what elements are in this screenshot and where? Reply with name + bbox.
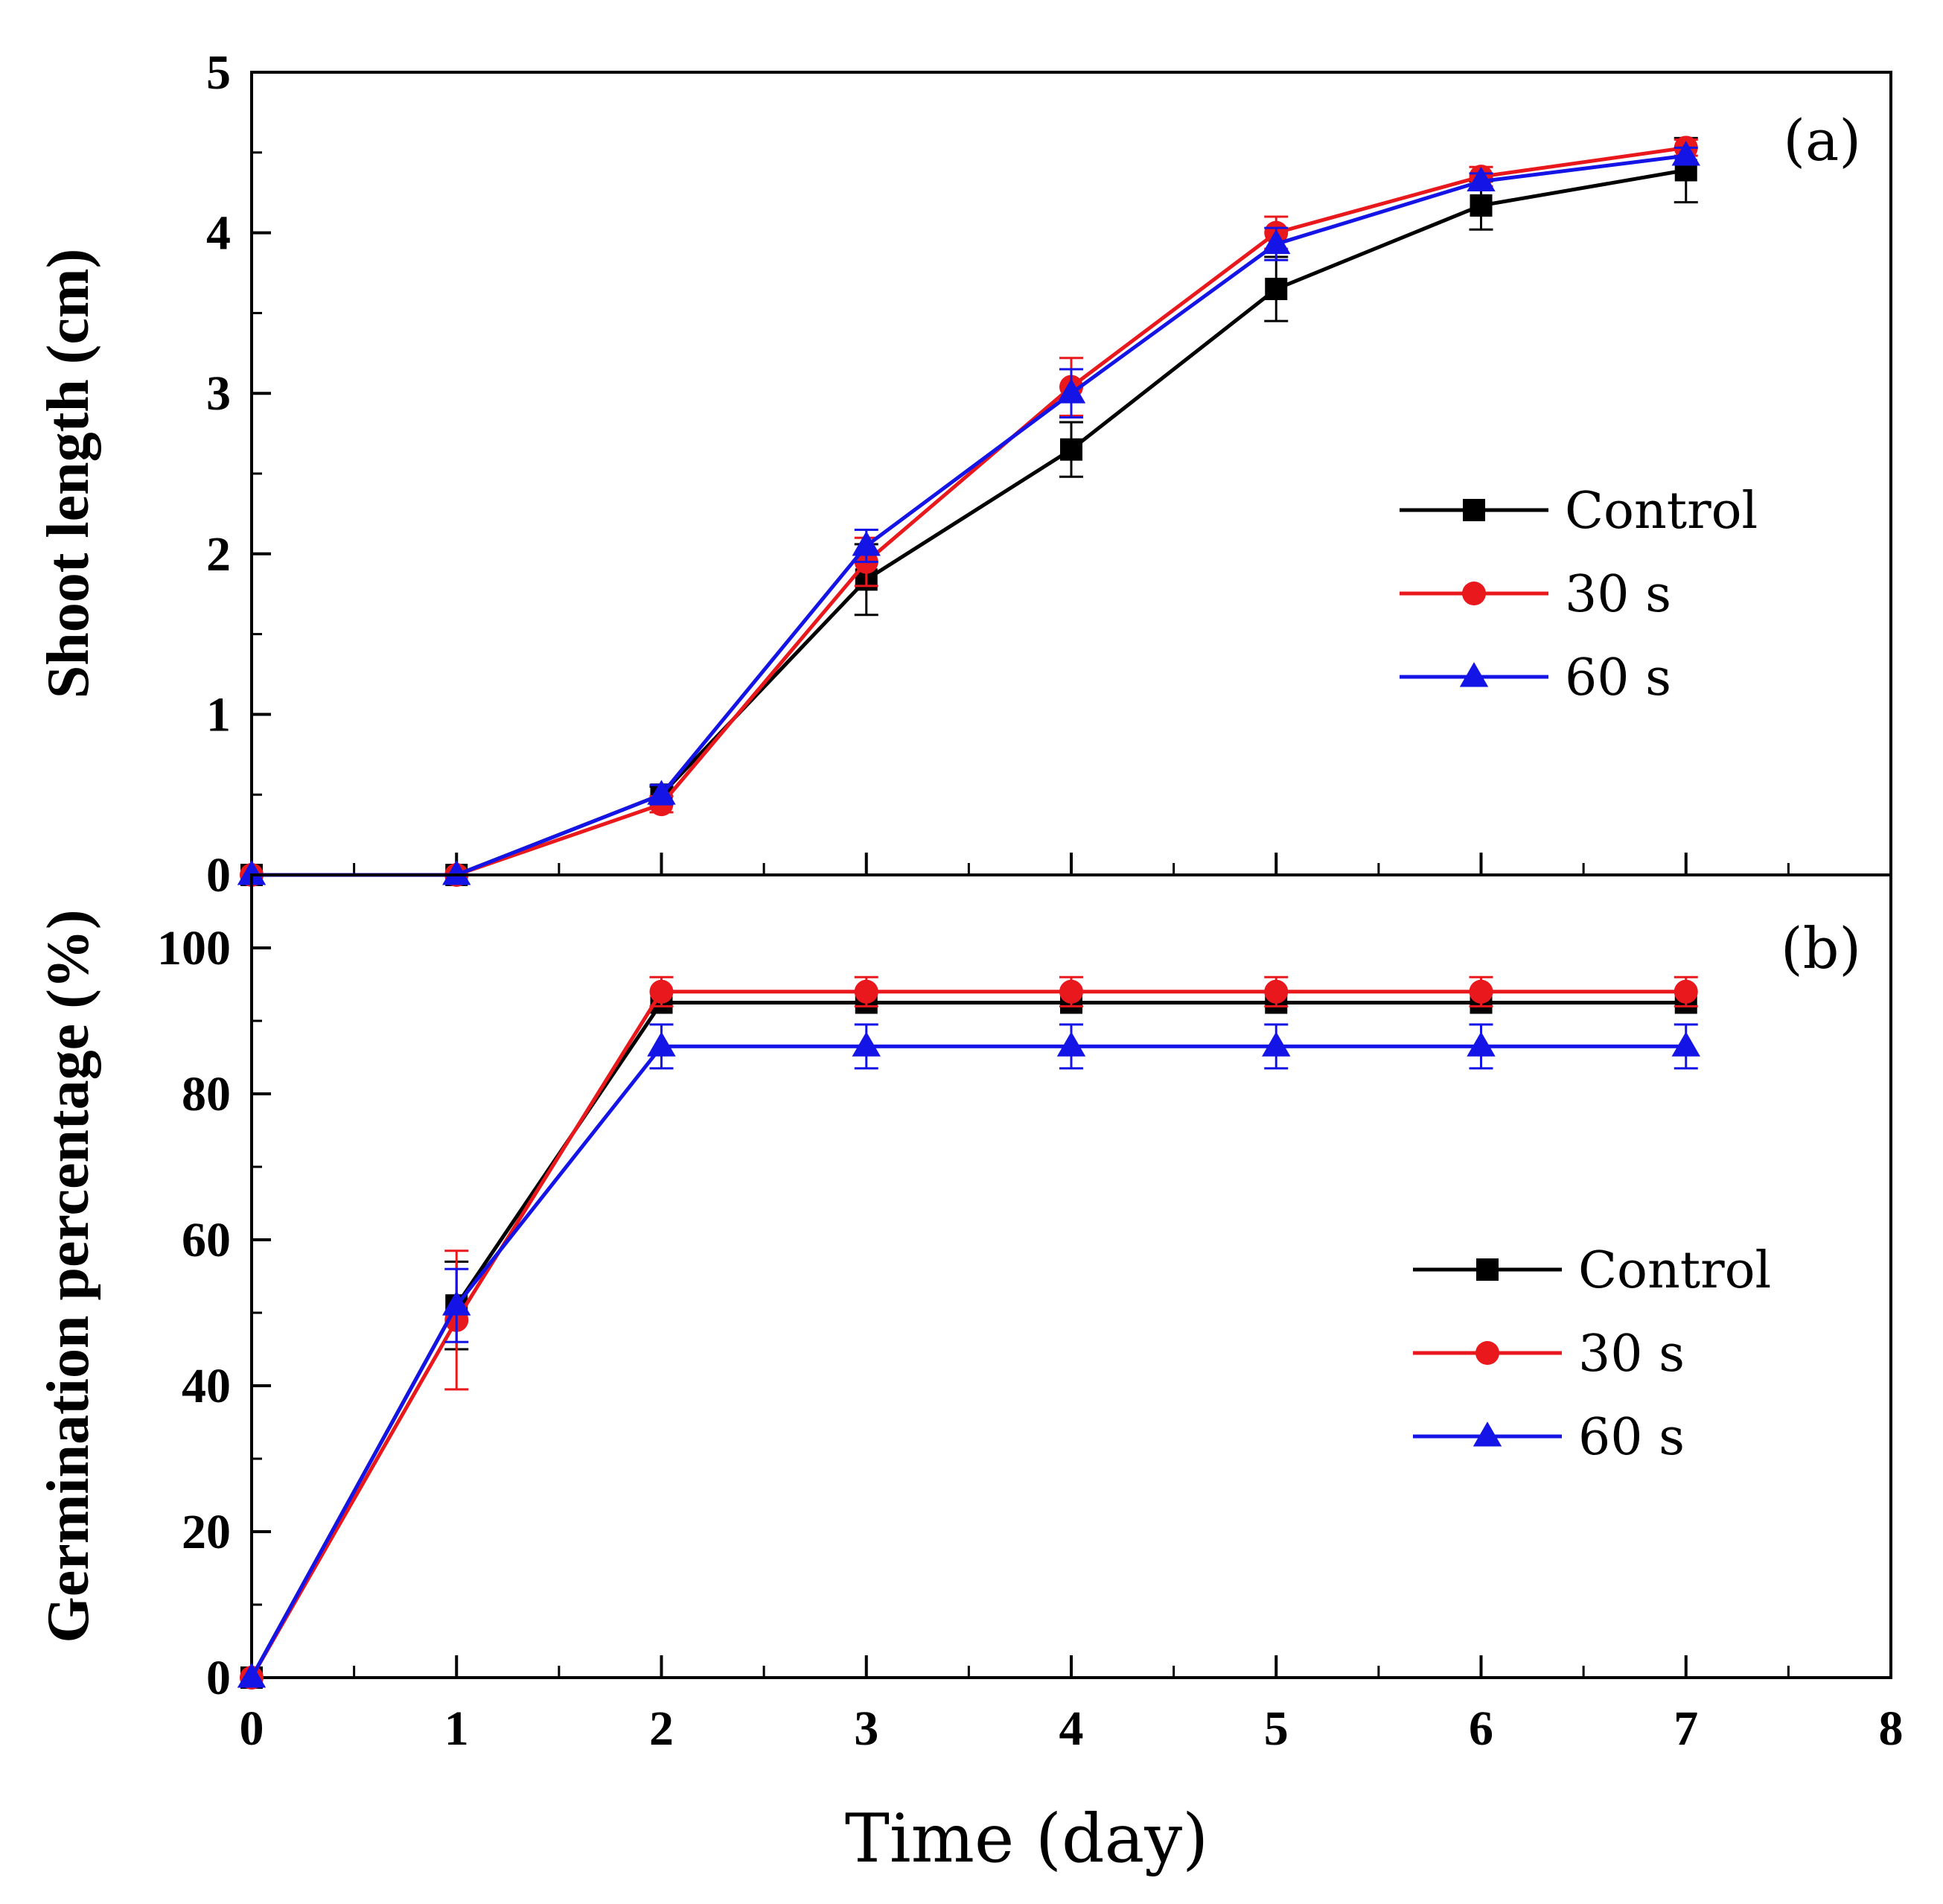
- panel-a: 0 1 2 3 4 5 Shoot length (cm) (a) Control 30 s 60 …: [36, 45, 1892, 902]
- y-tick-label: 0: [206, 1651, 231, 1705]
- legend-marker: [1476, 1258, 1499, 1281]
- legend-marker: [1463, 499, 1485, 521]
- data-point: [1056, 1031, 1086, 1057]
- y-tick-label: 5: [206, 45, 231, 100]
- x-tick-label: 8: [1879, 1701, 1904, 1756]
- data-point: [1060, 438, 1082, 461]
- x-tick-label: 7: [1674, 1701, 1698, 1756]
- y-tick-label: 20: [182, 1505, 231, 1559]
- data-point: [1059, 979, 1083, 1004]
- data-point: [1671, 141, 1700, 166]
- legend-marker: [1475, 1341, 1499, 1365]
- legend-label: 60 s: [1565, 649, 1671, 707]
- legend-item-30-s: 30 s: [1400, 565, 1671, 624]
- series-control: [240, 991, 1697, 1689]
- legend-item-60-s: 60 s: [1413, 1408, 1685, 1467]
- y-tick-label: 4: [206, 206, 231, 261]
- legend-item-60-s: 60 s: [1400, 649, 1671, 707]
- series-30-s: [240, 975, 1698, 1690]
- data-point: [647, 1031, 676, 1057]
- series-line: [252, 168, 1687, 877]
- x-tick-label: 3: [854, 1701, 878, 1756]
- series-60-s: [237, 1023, 1700, 1688]
- legend: Control 30 s 60 s: [1400, 482, 1758, 707]
- y-tick-label: 1: [206, 687, 231, 742]
- data-point: [1469, 979, 1493, 1004]
- legend-marker: [1473, 1421, 1502, 1447]
- series-line: [249, 1001, 1686, 1679]
- legend: Control 30 s 60 s: [1413, 1241, 1771, 1467]
- legend-marker: [1459, 662, 1489, 687]
- series-60-s: [237, 141, 1700, 885]
- x-tick-label: 1: [444, 1701, 469, 1756]
- y-axis-title: Germination percentage (%): [36, 910, 101, 1643]
- panel-b: 0 20 40 60 80 100 0 1 2 3 4 5 6 7 8 Germination percent…: [36, 873, 1904, 1878]
- x-tick-label: 5: [1264, 1701, 1289, 1756]
- x-tick-label: 4: [1059, 1701, 1084, 1756]
- data-point: [1265, 278, 1288, 301]
- x-tick-label: 2: [649, 1701, 674, 1756]
- data-point: [442, 1290, 471, 1316]
- data-point: [1470, 194, 1493, 217]
- y-tick-label: 60: [182, 1213, 231, 1267]
- series-line: [249, 1044, 1686, 1679]
- x-tick-label: 0: [240, 1701, 264, 1756]
- data-point: [649, 979, 674, 1004]
- y-tick-label: 80: [182, 1067, 231, 1121]
- legend-label: 30 s: [1578, 1325, 1685, 1384]
- data-point: [1262, 229, 1291, 255]
- data-point: [1467, 166, 1496, 192]
- series-line: [252, 153, 1687, 877]
- data-point: [852, 1031, 881, 1057]
- y-tick-label: 40: [182, 1359, 231, 1413]
- y-tick-label: 100: [157, 921, 231, 975]
- data-point: [1671, 1031, 1700, 1057]
- legend-item-30-s: 30 s: [1413, 1325, 1685, 1384]
- x-axis-title: Time (day): [845, 1800, 1208, 1878]
- y-tick-label: 2: [206, 527, 231, 582]
- legend-item-control: Control: [1400, 482, 1758, 541]
- x-tick-label: 6: [1469, 1701, 1493, 1756]
- legend-label: Control: [1565, 482, 1758, 541]
- data-point: [1467, 1031, 1496, 1057]
- data-point: [442, 860, 471, 885]
- data-point: [237, 1663, 267, 1688]
- data-point: [647, 780, 676, 805]
- data-point: [1674, 979, 1698, 1004]
- y-tick-label: 0: [206, 848, 231, 902]
- data-point: [854, 979, 878, 1004]
- data-point: [1056, 378, 1086, 404]
- legend-marker: [1462, 582, 1486, 605]
- legend-label: 60 s: [1578, 1408, 1685, 1467]
- legend-item-control: Control: [1413, 1241, 1771, 1300]
- data-point: [1262, 1031, 1291, 1057]
- data-point: [852, 531, 881, 556]
- legend-label: Control: [1578, 1241, 1771, 1300]
- y-axis-title: Shoot length (cm): [36, 249, 101, 698]
- panel-label: (b): [1781, 915, 1861, 981]
- series-line: [249, 990, 1686, 1679]
- legend-label: 30 s: [1565, 565, 1671, 624]
- y-tick-label: 3: [206, 366, 231, 421]
- data-point: [1264, 979, 1289, 1004]
- panel-label: (a): [1783, 107, 1861, 173]
- data-point: [237, 860, 267, 885]
